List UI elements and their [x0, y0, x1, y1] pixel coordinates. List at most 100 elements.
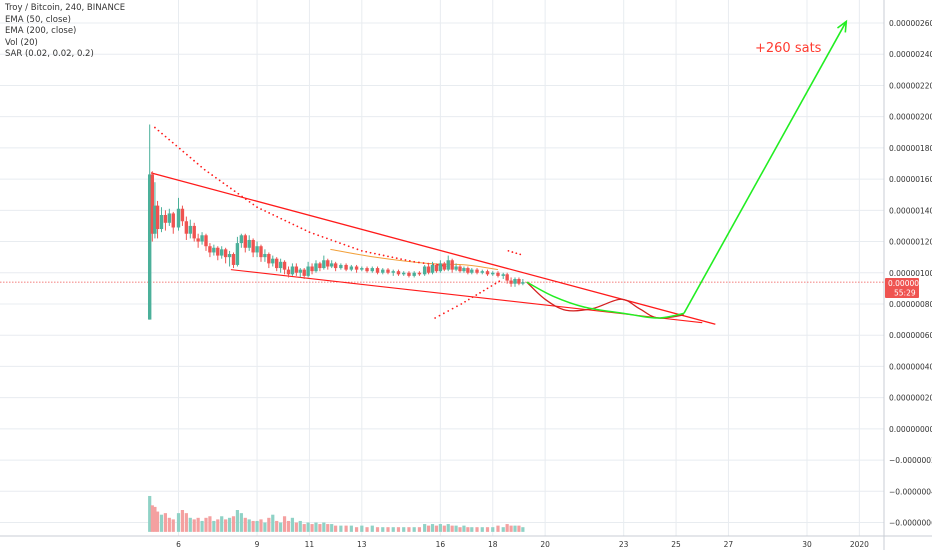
projected-red-path [526, 281, 685, 319]
x-tick-label: 6 [176, 540, 181, 549]
candle-body [517, 278, 521, 284]
legend-ema-50[interactable]: EMA (50, close) [5, 14, 71, 25]
candle-body [370, 268, 374, 272]
volume-bar [298, 520, 302, 532]
sar-dot [334, 240, 337, 243]
volume-bar [505, 524, 509, 532]
y-tick-label: 0.00000260 [889, 19, 932, 28]
candle-body [475, 269, 479, 273]
y-tick-label: 0.00000120 [889, 238, 932, 247]
volume-bar [386, 527, 390, 532]
candle-body [458, 266, 462, 272]
y-tick-label: 0.00000080 [889, 300, 932, 309]
volume-bar [231, 516, 236, 532]
volume-bar [339, 525, 343, 532]
projected-green-path [526, 281, 685, 319]
sar-dot [186, 153, 188, 156]
candle-body [163, 214, 168, 223]
sar-dot [321, 235, 324, 238]
candle-body [422, 266, 427, 275]
sar-dot [182, 150, 185, 153]
time-axis[interactable]: 6 9 11 13 16 18 20 23 25 27 30 2020 [176, 540, 869, 549]
volume-bar [167, 517, 171, 532]
volume-bar [188, 517, 192, 532]
sar-dot [178, 147, 181, 150]
legend-sar[interactable]: SAR (0.02, 0.02, 0.2) [5, 49, 94, 59]
candle-body [171, 213, 175, 228]
y-tick-label: 0.00000180 [889, 144, 932, 153]
legend-ema-200[interactable]: EMA (200, close) [5, 26, 77, 36]
sar-dot [438, 314, 441, 317]
sar-dot [515, 252, 518, 255]
y-tick-label: 0.00000240 [889, 50, 932, 59]
sar-dot [284, 219, 287, 222]
candle-body [267, 254, 271, 264]
candle-body [298, 269, 302, 273]
volume-bar [396, 527, 401, 532]
candle-body [360, 268, 364, 270]
candle-body [333, 263, 338, 269]
x-tick-label: 27 [724, 540, 734, 549]
candle-body [220, 249, 224, 256]
volume-bar [365, 527, 369, 532]
volume-bar [239, 513, 243, 532]
candle-body [480, 271, 484, 273]
x-tick-label: 2020 [850, 540, 869, 549]
sar-dot [154, 126, 156, 129]
volume-bar [302, 524, 306, 532]
volume-bar [314, 522, 318, 532]
sar-dot [519, 253, 522, 256]
volume-bar [220, 516, 224, 532]
y-tick-label: 0.00000000 [889, 425, 932, 434]
last-price-badge [885, 278, 919, 298]
volume-bar [255, 520, 259, 532]
candle-body [375, 268, 380, 273]
y-tick-label: 0.00000020 [889, 394, 932, 403]
sar-dot [164, 135, 167, 138]
candle-body [278, 261, 283, 269]
candle-body [391, 271, 395, 273]
ema-line [330, 248, 499, 271]
sar-dot [161, 132, 163, 135]
sar-dot [422, 262, 425, 264]
legend-vol[interactable]: Vol (20) [5, 37, 38, 48]
candle-body [381, 269, 385, 273]
volume-bar [163, 513, 168, 532]
volume-bar [501, 527, 505, 532]
candle-body [513, 278, 517, 284]
candle-body [354, 266, 359, 270]
candle-body [407, 272, 411, 276]
candle-body [430, 264, 435, 273]
candle-body [286, 269, 291, 275]
candle-body [294, 266, 299, 273]
candle-body [155, 205, 160, 230]
candle-body [231, 254, 236, 265]
sar-dot [237, 192, 240, 195]
sar-dot [308, 231, 311, 234]
chart-title[interactable]: Troy / Bitcoin, 240, BINANCE [5, 3, 126, 13]
candle-body [153, 205, 157, 234]
volume-bar [344, 525, 348, 532]
candles [147, 124, 525, 320]
volume-bar [391, 527, 395, 532]
candle-body [208, 246, 212, 253]
sar-dot [464, 300, 466, 303]
volume-bar [466, 527, 470, 532]
volume-bar [454, 525, 458, 532]
volume-bar [480, 527, 484, 532]
candle-body [386, 269, 390, 273]
candle-body [329, 263, 334, 267]
sar-dot [317, 234, 320, 237]
volume-bar [330, 524, 334, 532]
volume-bars [148, 495, 525, 532]
price-axis[interactable]: 0.00000260 0.00000240 0.00000220 0.00000200… [889, 19, 932, 528]
candle-body [314, 263, 318, 272]
sar-dot [456, 305, 458, 308]
last-price-countdown: 55:29 [894, 289, 916, 298]
sar-dot [442, 312, 445, 315]
sar-dot [248, 200, 251, 203]
volume-bar [279, 522, 283, 532]
volume-bar [349, 525, 353, 532]
sar-dot [276, 215, 279, 218]
